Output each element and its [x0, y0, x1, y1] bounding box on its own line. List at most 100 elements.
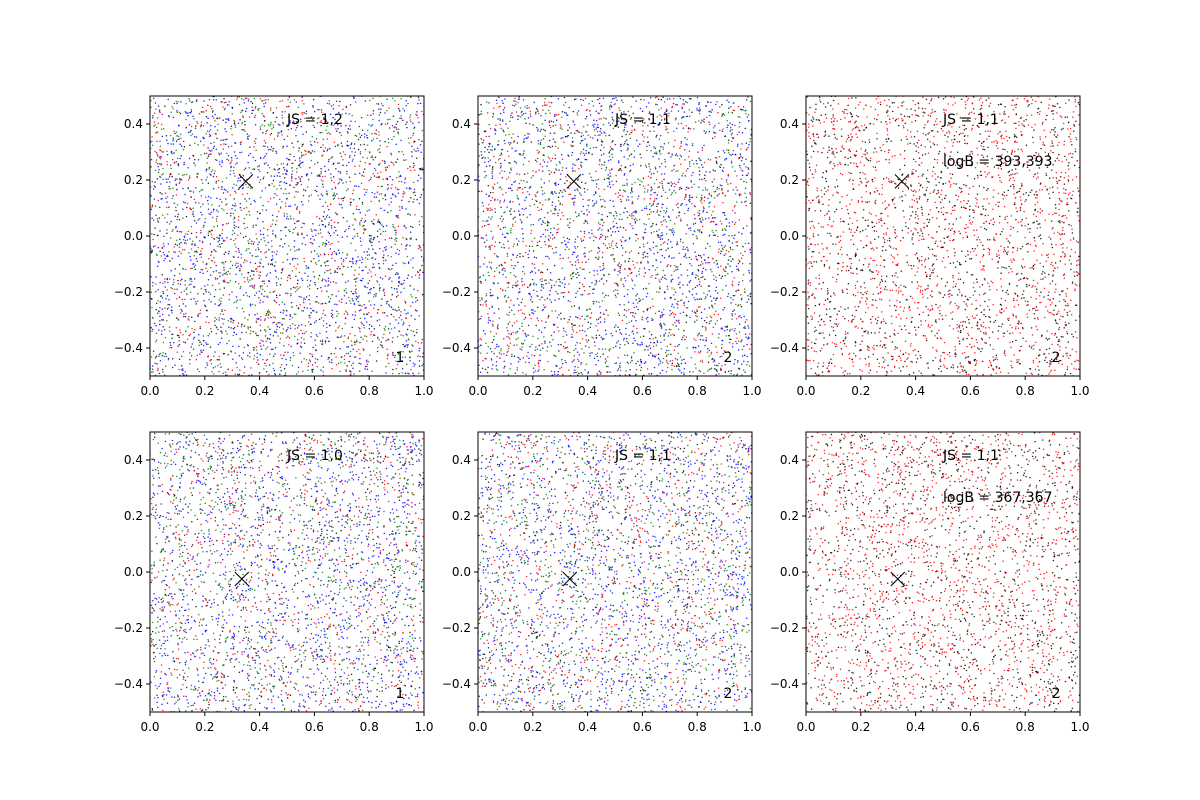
scatter-point [231, 106, 233, 109]
scatter-point [152, 219, 155, 221]
scatter-point [339, 172, 342, 174]
scatter-point [354, 290, 357, 293]
scatter-point [369, 162, 372, 165]
scatter-point [324, 147, 327, 149]
scatter-point [738, 121, 741, 124]
scatter-point [321, 131, 323, 134]
scatter-point [342, 199, 344, 202]
scatter-point [406, 277, 409, 279]
scatter-point [200, 154, 202, 156]
scatter-point [549, 289, 551, 292]
scatter-point [297, 232, 299, 234]
scatter-point [326, 337, 328, 339]
scatter-point [657, 364, 660, 366]
scatter-point [236, 162, 238, 164]
scatter-point [263, 120, 266, 122]
scatter-point [545, 255, 547, 258]
scatter-point [489, 248, 491, 251]
scatter-point [647, 124, 649, 127]
scatter-point [532, 309, 534, 311]
scatter-point [252, 156, 254, 159]
scatter-point [247, 318, 249, 321]
scatter-point [537, 319, 540, 322]
scatter-point [512, 331, 514, 333]
scatter-point [188, 284, 190, 286]
scatter-point [173, 202, 176, 204]
scatter-point [559, 254, 561, 256]
scatter-point [510, 208, 512, 210]
scatter-point [183, 236, 186, 238]
scatter-point [300, 361, 303, 363]
scatter-point [390, 328, 393, 330]
scatter-point [226, 104, 229, 106]
scatter-point [190, 346, 192, 348]
scatter-point [527, 136, 529, 138]
scatter-point [196, 175, 198, 178]
scatter-point [282, 123, 284, 125]
scatter-point [196, 368, 199, 370]
scatter-point [250, 278, 253, 280]
scatter-point [267, 296, 269, 299]
scatter-point [331, 367, 333, 370]
scatter-point [206, 176, 209, 178]
scatter-point [199, 309, 202, 312]
scatter-point [347, 352, 350, 355]
scatter-point [286, 328, 288, 331]
scatter-point [419, 168, 422, 170]
scatter-point [209, 153, 211, 155]
scatter-point [268, 280, 271, 283]
scatter-point [421, 293, 424, 296]
scatter-point [533, 354, 536, 357]
scatter-point [601, 256, 604, 258]
scatter-point [237, 226, 240, 229]
scatter-point [357, 138, 360, 141]
scatter-point [298, 271, 301, 274]
scatter-point [310, 116, 313, 118]
scatter-point [196, 354, 198, 357]
scatter-point [370, 271, 372, 273]
scatter-point [660, 221, 662, 223]
scatter-point [207, 147, 209, 149]
scatter-point [714, 125, 716, 127]
scatter-point [371, 241, 373, 243]
scatter-point [613, 225, 615, 227]
scatter-point [348, 370, 351, 372]
scatter-point [324, 201, 327, 204]
scatter-point [180, 101, 182, 103]
scatter-point [659, 372, 661, 374]
scatter-point [263, 319, 266, 322]
scatter-point [310, 312, 312, 314]
scatter-point [597, 126, 600, 129]
scatter-point [363, 188, 366, 190]
scatter-point [371, 340, 374, 343]
scatter-point [294, 324, 296, 326]
scatter-point [528, 106, 530, 109]
scatter-point [340, 301, 343, 304]
scatter-point [637, 360, 639, 363]
scatter-point [721, 130, 724, 133]
scatter-point [335, 321, 337, 324]
scatter-point [234, 373, 236, 376]
scatter-point [229, 267, 231, 270]
scatter-point [168, 303, 171, 306]
scatter-point [373, 175, 376, 177]
scatter-point [419, 102, 422, 104]
scatter-point [176, 135, 178, 137]
scatter-point [292, 351, 294, 354]
scatter-point [617, 161, 620, 164]
scatter-point [291, 142, 293, 144]
scatter-point [393, 126, 395, 129]
scatter-point [724, 330, 726, 332]
scatter-point [155, 161, 157, 164]
scatter-point [334, 145, 337, 148]
scatter-point [361, 175, 363, 177]
scatter-point [240, 265, 243, 267]
scatter-point [194, 328, 196, 331]
scatter-point [285, 170, 288, 173]
scatter-point [318, 318, 321, 320]
scatter-point [308, 359, 311, 361]
scatter-point [593, 202, 596, 205]
scatter-point [253, 354, 256, 357]
scatter-point [725, 218, 727, 220]
scatter-point [285, 364, 288, 366]
